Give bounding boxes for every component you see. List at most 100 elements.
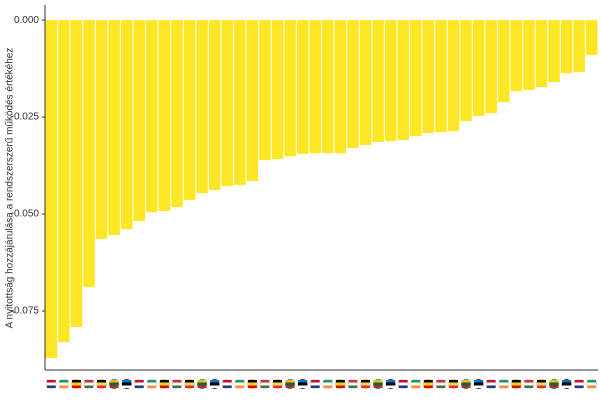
bar [585,20,598,56]
flag-stripe [84,385,94,388]
bar [409,20,422,137]
bar [347,20,359,149]
bar [334,20,347,154]
flag-stripe [574,380,584,383]
bar [58,20,70,343]
flag-stripe [298,385,308,388]
bar [183,20,196,201]
bar [271,20,284,159]
flag-stripe [386,385,396,388]
flag-stripe [122,380,132,383]
flag-stripe [109,385,119,388]
flag-stripe [247,380,257,383]
bar [133,20,146,222]
bar [108,20,120,236]
flag-stripe [134,385,144,388]
flag-stripe [536,385,546,388]
bar [120,20,133,230]
flag-stripe [587,385,597,388]
flag-stripe [134,380,144,383]
flag-stripe [461,385,471,388]
flag-stripe [511,380,521,383]
flag-stripe [448,380,458,383]
bar [372,20,384,142]
flag-stripe [122,385,132,388]
flag-stripe [84,380,94,383]
bar [573,20,585,73]
bar [472,20,485,116]
flag-stripe [97,385,107,388]
bar [70,20,83,327]
bar [246,20,259,182]
flag-stripe [423,380,433,383]
flag-stripe [323,380,333,383]
bar [384,20,397,142]
bar [158,20,171,211]
flag-stripe [562,380,572,383]
flag-stripe [398,385,408,388]
y-tick-label: 0.000 [14,15,39,26]
flag-stripe [511,385,521,388]
flag-stripe [46,385,56,388]
flag-stripe [360,380,370,383]
bar [322,20,334,154]
flag-stripe [474,385,484,388]
y-tick-label: -0.075 [11,306,40,317]
bar [259,20,271,161]
flag-stripe [360,385,370,388]
flag-stripe [549,385,559,388]
y-tick-label: -0.025 [11,112,40,123]
flag-stripe [172,385,182,388]
flag-stripe [71,385,81,388]
flag-stripe [411,380,421,383]
flag-stripe [335,385,345,388]
flag-stripe [386,380,396,383]
flag-stripe [235,380,245,383]
flag-stripe [273,385,283,388]
flag-stripe [398,380,408,383]
flag-stripe [436,385,446,388]
bar [208,20,221,191]
bar [535,20,548,88]
flag-stripe [197,380,207,383]
bar [359,20,372,146]
flag-stripe [59,385,69,388]
bar [460,20,472,121]
flag-stripe [147,385,157,388]
bar [221,20,234,187]
flag-stripe [298,380,308,383]
flag-stripe [210,380,220,383]
bar [309,20,321,154]
bar [83,20,95,287]
flag-stripe [486,380,496,383]
flag-stripe [285,385,295,388]
flag-stripe [147,380,157,383]
flag-stripe [562,385,572,388]
flag-stripe [587,380,597,383]
flag-stripe [222,385,232,388]
bar [523,20,535,90]
flag-stripe [222,380,232,383]
bar [196,20,208,194]
flag-stripe [273,380,283,383]
flag-stripe [97,380,107,383]
flag-stripe [71,380,81,383]
bar [560,20,573,74]
flag-stripe [373,385,383,388]
bar [397,20,409,140]
bar [510,20,523,92]
flag-stripe [59,380,69,383]
flag-stripe [574,385,584,388]
y-axis-label: A nyitottság hozzájárulása a rendszersze… [5,48,16,329]
bar [234,20,246,185]
bar [146,20,158,213]
y-tick-label: -0.050 [11,209,40,220]
bar [284,20,296,157]
flag-stripe [373,380,383,383]
bar [45,20,58,358]
flag-stripe [235,385,245,388]
flag-stripe [536,380,546,383]
flag-stripe [285,380,295,383]
bar [171,20,183,208]
